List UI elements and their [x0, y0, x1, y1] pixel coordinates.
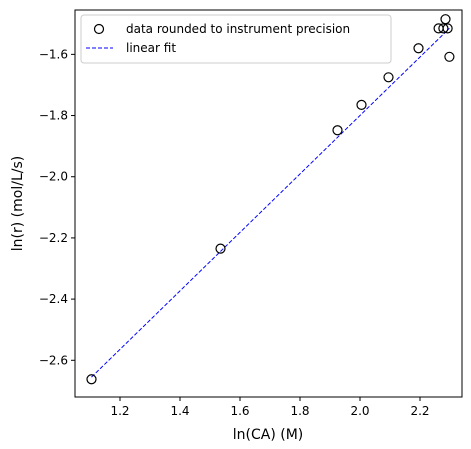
- data-point: [440, 14, 451, 25]
- y-tick-label: −1.6: [39, 47, 68, 61]
- legend-fit-label: linear fit: [126, 41, 176, 55]
- data-point: [332, 125, 343, 136]
- data-point: [442, 23, 453, 34]
- data-marks: [86, 14, 455, 385]
- x-tick-label: 2.2: [410, 404, 429, 418]
- plot-frame: [74, 9, 463, 398]
- data-point: [383, 72, 394, 83]
- axes: 1.2 1.4 1.6 1.8 2.0 2.2 −2.6 −2.4 −2.2 −2.0 −1.8 −1…: [39, 47, 430, 418]
- x-tick-label: 2.0: [350, 404, 369, 418]
- data-point: [444, 51, 455, 62]
- y-tick-label: −2.4: [39, 292, 68, 306]
- data-point: [215, 243, 226, 254]
- x-tick-label: 1.6: [230, 404, 249, 418]
- y-axis-label: ln(r) (mol/L/s): [10, 156, 26, 251]
- x-tick-label: 1.4: [170, 404, 189, 418]
- y-tick-label: −1.8: [39, 109, 68, 123]
- data-point: [356, 99, 367, 110]
- fit-line: [91, 27, 450, 378]
- x-axis-label: ln(CA) (M): [233, 427, 304, 443]
- plot-area: [75, 10, 462, 397]
- data-point: [413, 43, 424, 54]
- data-point: [86, 374, 97, 385]
- y-tick-label: −2.0: [39, 170, 68, 184]
- legend-scatter-marker: [93, 23, 105, 35]
- legend-frame: [80, 14, 392, 64]
- x-tick-label: 1.8: [290, 404, 309, 418]
- legend: data rounded to instrument precision lin…: [80, 14, 392, 64]
- data-point: [438, 23, 449, 34]
- x-tick-label: 1.2: [110, 404, 129, 418]
- y-tick-label: −2.6: [39, 353, 68, 367]
- y-tick-label: −2.2: [39, 231, 68, 245]
- legend-scatter-label: data rounded to instrument precision: [126, 22, 350, 36]
